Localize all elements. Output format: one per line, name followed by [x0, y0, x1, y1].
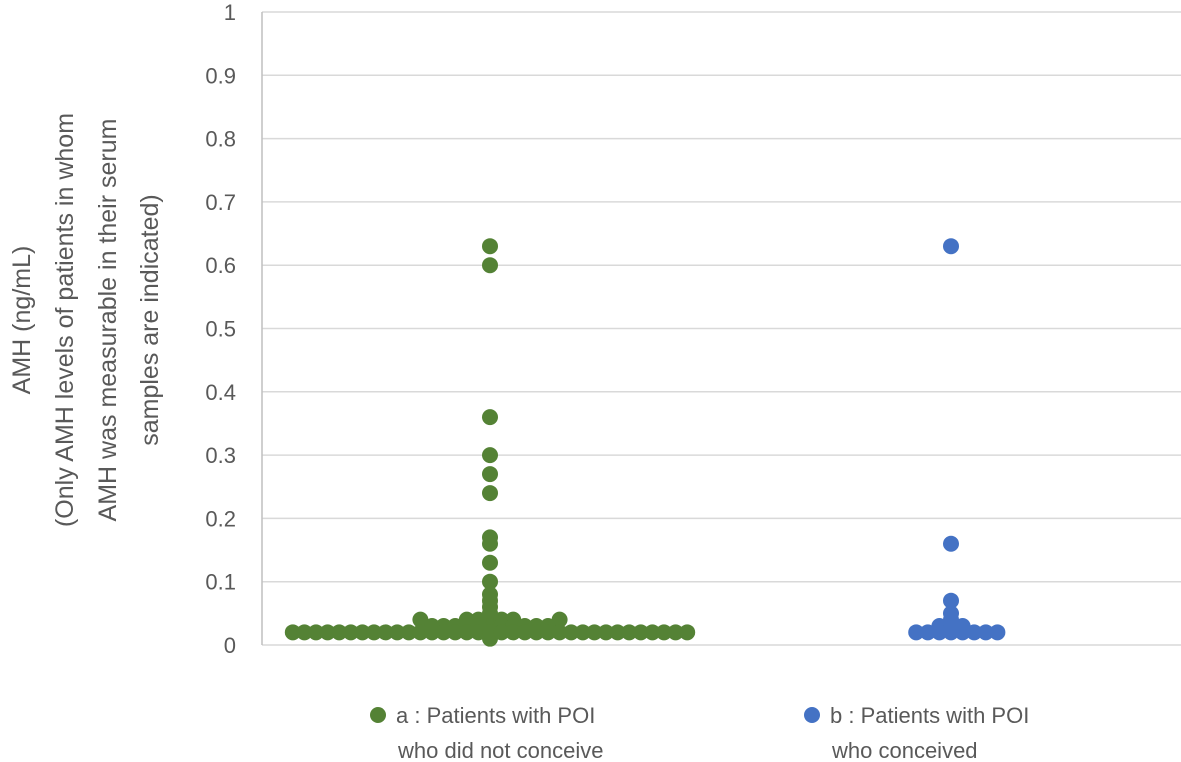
- y-tick-label: 0.8: [205, 127, 236, 152]
- legend-label-line: who did not conceive: [397, 738, 603, 762]
- data-point: [551, 624, 568, 641]
- data-point: [482, 485, 498, 502]
- data-point: [632, 624, 649, 641]
- y-tick-label: 0.7: [205, 190, 236, 215]
- data-point: [540, 624, 556, 641]
- data-point: [482, 554, 498, 571]
- data-point: [644, 624, 661, 641]
- data-point: [621, 624, 638, 641]
- data-point: [458, 624, 475, 641]
- data-point: [482, 466, 498, 483]
- data-point: [609, 624, 626, 641]
- y-axis-title-line: AMH was measurable in their serum: [94, 119, 122, 522]
- legend: a : Patients with POI who did not conceiv…: [370, 703, 1029, 762]
- y-tick-label: 0.9: [205, 63, 236, 88]
- data-point: [296, 624, 313, 641]
- data-points: [284, 238, 1006, 647]
- y-tick-label: 0.5: [205, 317, 236, 342]
- data-point: [943, 535, 959, 552]
- data-point: [977, 624, 994, 641]
- data-point: [954, 624, 971, 641]
- data-point: [482, 238, 498, 255]
- data-point: [943, 238, 959, 255]
- data-point: [656, 624, 672, 641]
- data-point: [308, 624, 324, 641]
- y-tick-label: 0.3: [205, 443, 236, 468]
- y-axis-title-line: AMH (ng/mL): [8, 246, 36, 395]
- data-point: [482, 535, 498, 552]
- data-point: [377, 624, 394, 641]
- legend-marker: [370, 707, 386, 723]
- data-point: [505, 624, 522, 641]
- data-point: [586, 624, 603, 641]
- y-tick-labels: 0 0.1 0.2 0.3 0.4 0.5 0.6 0.7 0.8 0.9 1: [205, 0, 236, 658]
- data-point: [482, 624, 498, 641]
- data-point: [284, 624, 301, 641]
- legend-label-line: who conceived: [831, 738, 978, 762]
- data-point: [574, 624, 591, 641]
- legend-entry-a: a : Patients with POI who did not conceiv…: [370, 703, 603, 762]
- legend-label-line: a : Patients with POI: [396, 703, 595, 728]
- series-b: [908, 238, 1006, 641]
- y-tick-label: 0.1: [205, 570, 236, 595]
- data-point: [931, 624, 948, 641]
- data-point: [482, 257, 498, 274]
- data-point: [516, 624, 533, 641]
- y-tick-label: 1: [224, 0, 236, 25]
- data-point: [435, 624, 452, 641]
- data-point: [528, 624, 545, 641]
- legend-marker: [804, 707, 820, 723]
- data-point: [366, 624, 382, 641]
- data-point: [563, 624, 580, 641]
- y-axis-title: AMH (ng/mL) (Only AMH levels of patients …: [8, 113, 164, 527]
- y-tick-label: 0.2: [205, 506, 236, 531]
- series-a: [284, 238, 696, 647]
- data-point: [470, 624, 487, 641]
- gridlines: [262, 11, 1181, 646]
- data-point: [424, 624, 440, 641]
- data-point: [319, 624, 336, 641]
- data-point: [482, 409, 498, 426]
- data-point: [389, 624, 406, 641]
- data-point: [943, 592, 959, 609]
- data-point: [342, 624, 359, 641]
- data-point: [919, 624, 936, 641]
- legend-entry-b: b : Patients with POI who conceived: [804, 703, 1029, 762]
- data-point: [482, 573, 498, 590]
- data-point: [493, 624, 510, 641]
- data-point: [679, 624, 696, 641]
- data-point: [966, 624, 983, 641]
- data-point: [331, 624, 348, 641]
- data-point: [989, 624, 1006, 641]
- data-point: [447, 624, 464, 641]
- data-point: [400, 624, 417, 641]
- y-tick-label: 0: [224, 633, 236, 658]
- data-point: [354, 624, 371, 641]
- y-tick-label: 0.4: [205, 380, 236, 405]
- data-point: [412, 624, 429, 641]
- data-point: [908, 624, 925, 641]
- y-axis-title-line: (Only AMH levels of patients in whom: [51, 113, 79, 527]
- y-axis-title-line: samples are indicated): [136, 194, 164, 446]
- legend-label-line: b : Patients with POI: [830, 703, 1029, 728]
- y-tick-label: 0.6: [205, 253, 236, 278]
- data-point: [667, 624, 684, 641]
- data-point: [598, 624, 614, 641]
- data-point: [482, 447, 498, 464]
